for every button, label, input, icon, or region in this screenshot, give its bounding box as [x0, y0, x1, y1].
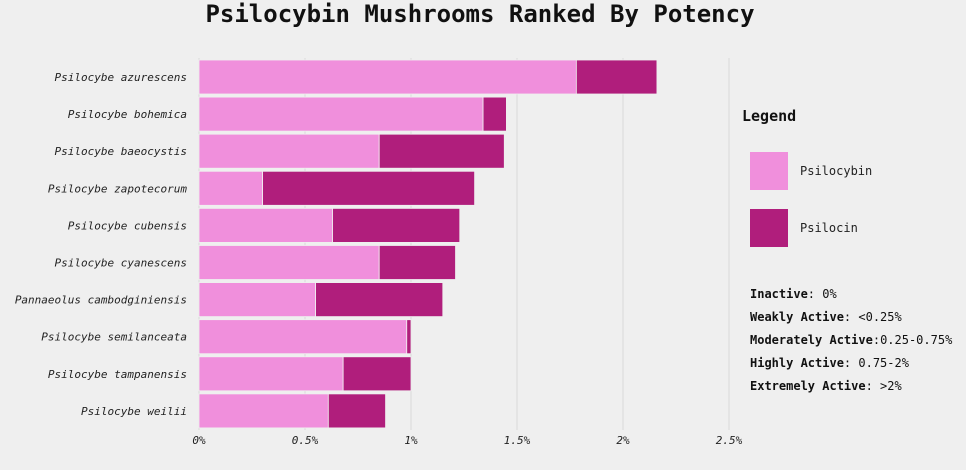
bar-segment-psilocybin — [198, 133, 380, 169]
legend-label-psilocin: Psilocin — [800, 221, 858, 235]
psilocin-swatch — [750, 209, 788, 247]
bar-segment-psilocybin — [198, 207, 333, 243]
bar-segment-psilocybin — [198, 356, 344, 392]
chart-title: Psilocybin Mushrooms Ranked By Potency — [205, 0, 755, 28]
category-label: Pannaeolus cambodginiensis — [15, 294, 187, 307]
x-tick-label: 2% — [616, 434, 630, 447]
x-tick-label: 0.5% — [292, 434, 319, 447]
bar-segment-psilocybin — [198, 245, 380, 280]
activity-level: Moderately Active — [750, 333, 873, 347]
bar-segment-psilocybin — [198, 393, 329, 429]
category-label: Psilocybe baeocystis — [55, 145, 187, 158]
activity-range: <0.25% — [858, 310, 902, 324]
bar-segment-psilocybin — [198, 59, 577, 95]
bar-segment-psilocin — [482, 96, 507, 132]
bar-segment-psilocybin — [198, 319, 408, 355]
category-label: Psilocybe weilii — [81, 405, 187, 418]
activity-weakly-active: Weakly Active: <0.25% — [750, 310, 902, 324]
activity-level: Highly Active — [750, 356, 844, 370]
bar-segment-psilocin — [315, 282, 444, 318]
activity-range: 0.75-2% — [858, 356, 909, 370]
bar-segment-psilocin — [406, 319, 412, 355]
category-label: Psilocybe tampanensis — [48, 368, 187, 381]
bar-segment-psilocin — [332, 207, 461, 243]
category-label: Psilocybe cubensis — [68, 219, 187, 232]
activity-level: Extremely Active — [750, 379, 866, 393]
legend-item-psilocybin: Psilocybin — [750, 152, 950, 190]
activity-inactive: Inactive: 0% — [750, 287, 837, 301]
category-label: Psilocybe semilanceata — [41, 331, 187, 344]
activity-level: Weakly Active — [750, 310, 844, 324]
bar-segment-psilocin — [378, 133, 505, 169]
activity-moderately-active: Moderately Active:0.25-0.75% — [750, 333, 953, 347]
category-label: Psilocybe azurescens — [55, 71, 187, 84]
bar-segment-psilocybin — [198, 96, 484, 132]
category-label: Psilocybe zapotecorum — [48, 182, 187, 195]
bar-segment-psilocybin — [198, 282, 316, 318]
activity-range: 0.25-0.75% — [880, 333, 953, 347]
bar-segment-psilocin — [575, 59, 658, 95]
legend-label-psilocybin: Psilocybin — [800, 164, 873, 178]
bar-segment-psilocin — [342, 356, 412, 392]
bar-segment-psilocin — [378, 245, 456, 280]
x-tick-label: 2.5% — [716, 434, 743, 447]
legend-item-psilocin: Psilocin — [750, 209, 950, 247]
bar-segment-psilocybin — [198, 170, 263, 206]
activity-extremely-active: Extremely Active: >2% — [750, 379, 902, 393]
x-tick-label: 1.5% — [504, 434, 531, 447]
x-tick-label: 0% — [192, 434, 206, 447]
activity-highly-active: Highly Active: 0.75-2% — [750, 356, 909, 370]
x-tick-label: 1% — [404, 434, 418, 447]
bar-segment-psilocin — [262, 170, 476, 206]
bar-segment-psilocin — [327, 393, 386, 429]
category-label: Psilocybe bohemica — [68, 108, 187, 121]
psilocybin-swatch — [750, 152, 788, 190]
category-label: Psilocybe cyanescens — [55, 257, 187, 270]
legend-title: Legend — [742, 107, 797, 125]
activity-range: >2% — [880, 379, 902, 393]
activity-level: Inactive — [750, 287, 808, 301]
activity-range: 0% — [822, 287, 837, 301]
